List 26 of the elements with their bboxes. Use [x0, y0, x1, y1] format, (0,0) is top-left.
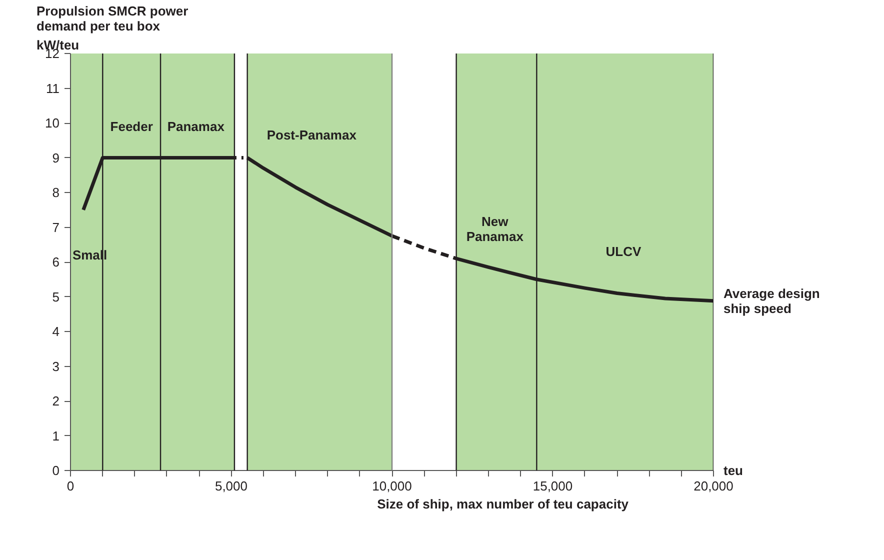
annotation: New Panamax [466, 214, 524, 244]
y-tick-label: 7 [52, 220, 60, 235]
x-tick-label: 0 [66, 478, 74, 494]
y-tick-label: 9 [52, 150, 60, 166]
x-tick-label: 5,000 [214, 478, 248, 494]
y-tick-label: 2 [52, 394, 60, 408]
y-tick-label: 6 [52, 254, 60, 270]
annotation: Post-Panamax [266, 128, 358, 143]
x-tick-label: 10,000 [372, 478, 412, 494]
y-tick-label: 11 [46, 80, 60, 96]
y-tick-label: 5 [52, 289, 60, 304]
annotation: ULCV [606, 244, 642, 260]
y-tick-label: 4 [52, 324, 60, 339]
y-tick-label: 10 [45, 116, 60, 130]
y-tick-label: 3 [52, 358, 60, 374]
y-axis-title: Propulsion SMCR power demand per teu box [36, 4, 188, 34]
text: teu [724, 463, 744, 478]
x-tick-label: 20,000 [694, 478, 734, 494]
annotation: Feeder [110, 118, 153, 134]
x-axis-title: Size of ship, max number of teu capacity [377, 496, 630, 512]
y-tick-label: 8 [52, 185, 60, 200]
y-tick-label: 1 [52, 428, 60, 444]
x-tick-label: 15,000 [532, 478, 573, 494]
y-tick-label: 0 [52, 463, 60, 478]
annotation: Panamax [167, 118, 226, 134]
annotation: Average design ship speed [724, 286, 820, 316]
